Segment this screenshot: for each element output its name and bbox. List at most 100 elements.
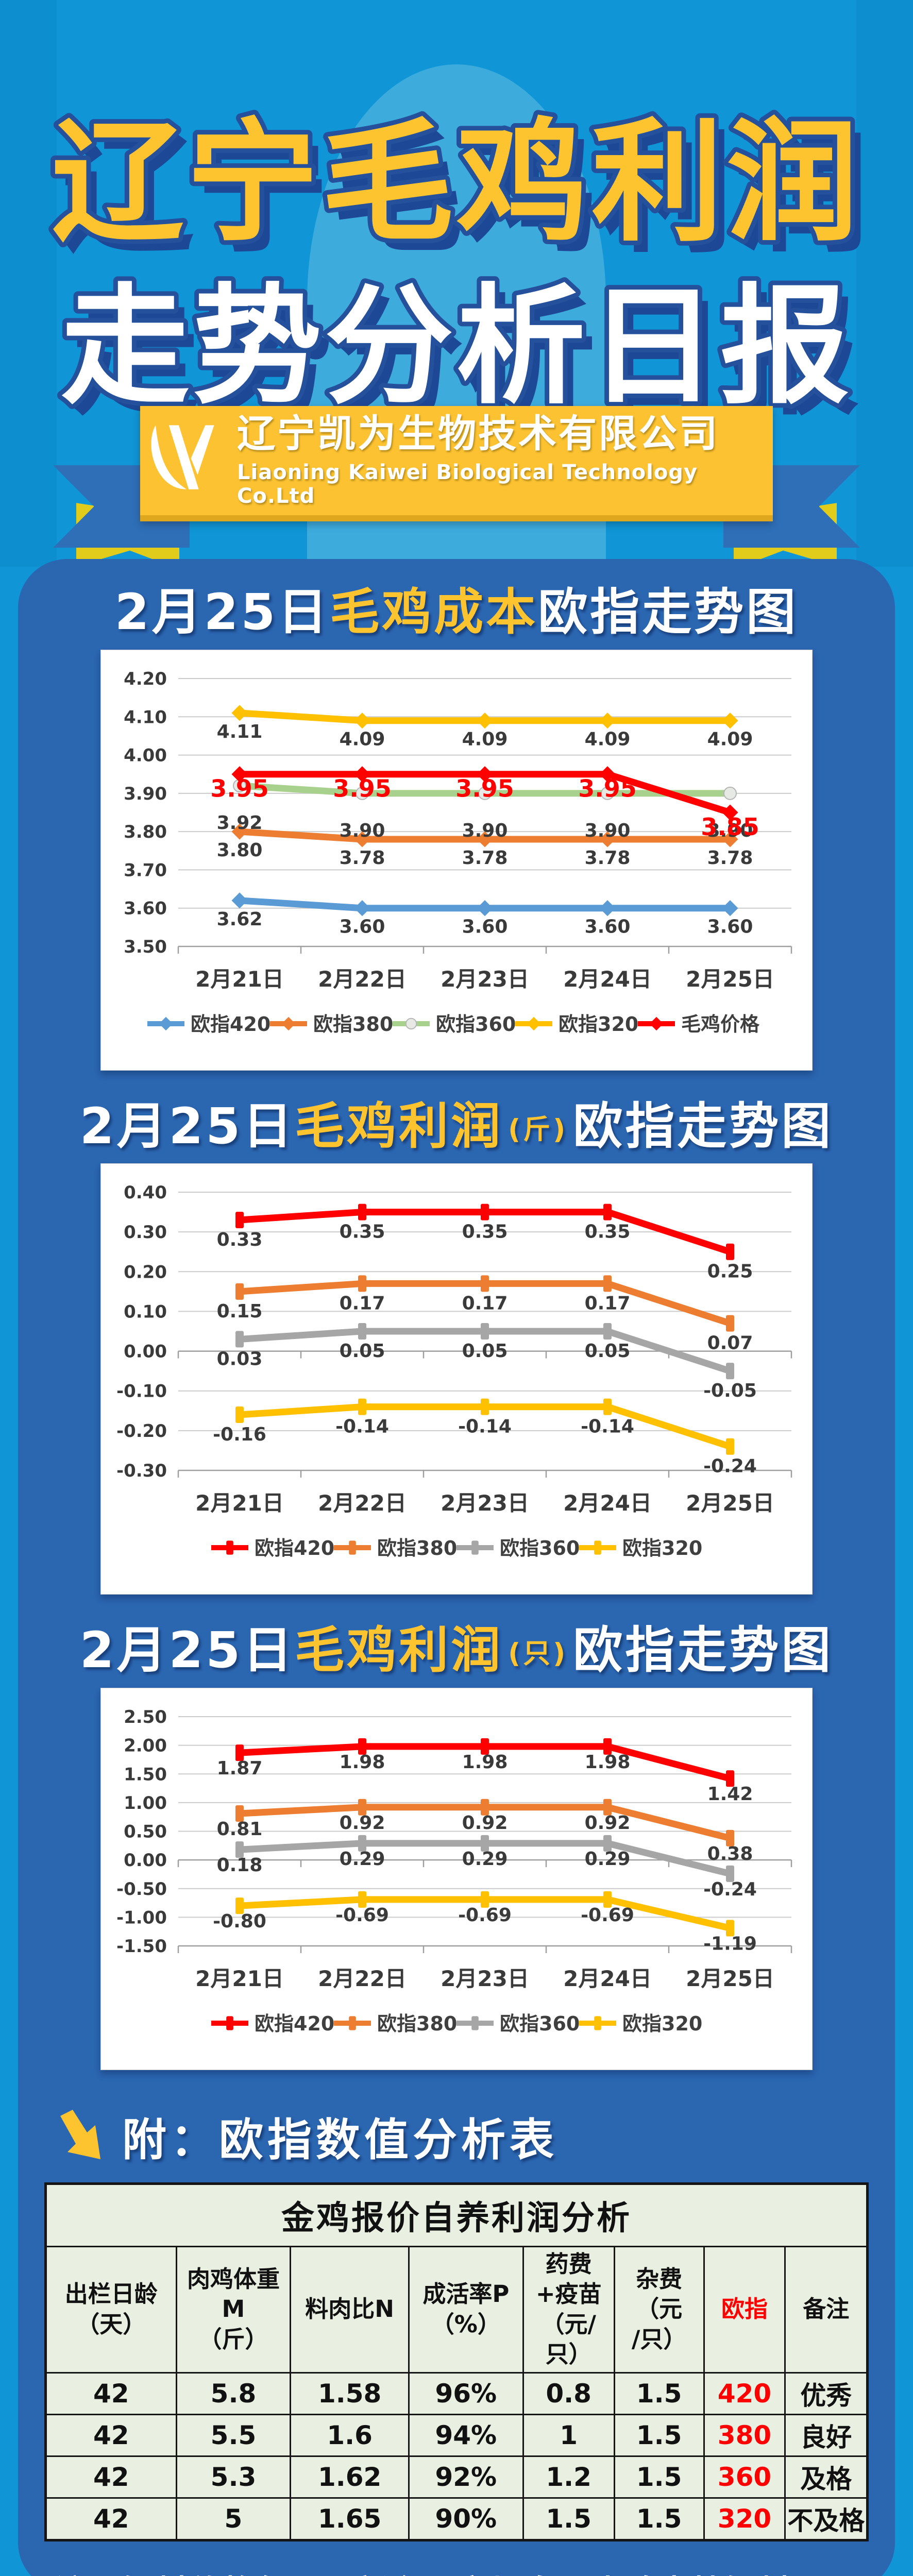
svg-text:-1.00: -1.00 (116, 1907, 167, 1928)
svg-text:-0.69: -0.69 (458, 1904, 512, 1925)
background-strip-right (856, 0, 913, 567)
table-cell: 1.2 (522, 2455, 615, 2499)
table-cell: 良好 (784, 2413, 868, 2457)
table-cell: 1.62 (290, 2455, 410, 2499)
svg-text:3.80: 3.80 (217, 840, 263, 861)
svg-text:欧指320: 欧指320 (622, 2012, 702, 2035)
svg-text:0.15: 0.15 (217, 1301, 263, 1322)
table-cell: 1.5 (613, 2413, 705, 2457)
svg-text:2月22日: 2月22日 (318, 1966, 407, 1991)
section-title-part: 欧指走势图 (538, 583, 799, 641)
table-cell: 1.5 (522, 2497, 615, 2541)
svg-text:0.05: 0.05 (585, 1341, 631, 1362)
column-header: 欧指 (703, 2245, 786, 2374)
table-cell: 96% (408, 2371, 524, 2415)
svg-text:1.00: 1.00 (124, 1792, 167, 1813)
svg-text:0.00: 0.00 (124, 1342, 167, 1362)
section-title-cost-chart: 2月25日毛鸡成本欧指走势图 (44, 559, 869, 640)
svg-text:4.09: 4.09 (340, 728, 385, 750)
svg-text:2.50: 2.50 (124, 1707, 167, 1727)
svg-text:-0.14: -0.14 (458, 1416, 512, 1437)
svg-text:欧指380: 欧指380 (377, 1537, 457, 1560)
svg-text:0.20: 0.20 (124, 1262, 167, 1282)
company-name-block: 辽宁凯为生物技术有限公司 Liaoning Kaiwei Biological … (237, 413, 773, 507)
svg-text:-0.14: -0.14 (335, 1416, 389, 1437)
svg-text:-0.14: -0.14 (581, 1416, 634, 1437)
svg-text:2月25日: 2月25日 (686, 1490, 774, 1516)
svg-text:0.33: 0.33 (217, 1229, 263, 1250)
table-cell: 1.5 (613, 2497, 705, 2541)
analysis-table: 金鸡报价自养利润分析 出栏日龄 （天） 肉鸡体重M （斤） 料肉比N 成活率P （%） 药费+疫… (44, 2182, 869, 2541)
svg-text:1.87: 1.87 (217, 1758, 263, 1779)
svg-text:1.98: 1.98 (585, 1751, 631, 1772)
svg-text:3.60: 3.60 (585, 916, 631, 937)
svg-text:欧指420: 欧指420 (255, 2012, 334, 2035)
section-title-part: (只) (508, 1638, 568, 1670)
svg-text:3.80: 3.80 (124, 822, 167, 842)
svg-text:2月21日: 2月21日 (195, 1966, 284, 1991)
svg-text:3.90: 3.90 (124, 783, 167, 804)
svg-text:-0.20: -0.20 (116, 1421, 167, 1442)
svg-text:-0.69: -0.69 (581, 1904, 634, 1925)
svg-text:0.18: 0.18 (217, 1855, 263, 1876)
svg-text:欧指380: 欧指380 (377, 2012, 457, 2035)
svg-text:4.11: 4.11 (217, 721, 263, 742)
table-cell: 5.3 (175, 2455, 292, 2499)
table-cell: 不及格 (784, 2497, 868, 2541)
svg-text:3.78: 3.78 (462, 848, 508, 869)
section-title-part: 欧指走势图 (573, 1621, 834, 1680)
svg-text:欧指320: 欧指320 (622, 1537, 702, 1560)
svg-text:2月23日: 2月23日 (441, 1966, 529, 1991)
svg-text:3.62: 3.62 (217, 908, 263, 929)
table-cell: 1.65 (290, 2497, 410, 2541)
svg-text:0.00: 0.00 (124, 1850, 167, 1871)
svg-text:欧指380: 欧指380 (313, 1013, 393, 1036)
table-cell: 90% (408, 2497, 524, 2541)
table-cell: 42 (45, 2497, 177, 2541)
table-cell: 1.5 (613, 2371, 705, 2415)
table-cell: 1.6 (290, 2413, 410, 2457)
svg-text:0.29: 0.29 (462, 1848, 508, 1869)
column-header: 料肉比N (290, 2245, 410, 2374)
svg-text:欧指360: 欧指360 (500, 1537, 580, 1560)
section-title-part: 毛鸡利润 (295, 1097, 503, 1155)
svg-text:欧指320: 欧指320 (559, 1013, 638, 1036)
svg-text:1.98: 1.98 (340, 1751, 385, 1772)
svg-text:0.30: 0.30 (124, 1222, 167, 1243)
table-row: 42 5.5 1.6 94% 1 1.5 380 良好 (45, 2413, 868, 2457)
svg-text:0.92: 0.92 (585, 1812, 631, 1833)
svg-text:0.35: 0.35 (462, 1222, 508, 1243)
table-title: 金鸡报价自养利润分析 (45, 2182, 868, 2247)
svg-text:4.09: 4.09 (707, 728, 753, 750)
table-row: 42 5 1.65 90% 1.5 1.5 320 不及格 (45, 2497, 868, 2541)
svg-text:0.29: 0.29 (585, 1848, 631, 1869)
table-cell: 42 (45, 2371, 177, 2415)
company-logo-icon (151, 425, 214, 489)
svg-text:3.85: 3.85 (701, 813, 759, 841)
attach-heading-row: 附：欧指数值分析表 (55, 2104, 869, 2168)
table-cell: 5 (175, 2497, 292, 2541)
header-line2: 走势分析日报 (61, 272, 852, 421)
svg-text:2月24日: 2月24日 (563, 1966, 652, 1991)
svg-text:0.17: 0.17 (340, 1293, 385, 1314)
svg-text:-0.24: -0.24 (703, 1878, 757, 1900)
column-header: 肉鸡体重M （斤） (175, 2245, 292, 2374)
profit-bird-line-chart: 2.50 2.00 1.50 1.00 0.50 0.00 -0.50 -1.00 -1.50 2… (116, 1707, 792, 2035)
svg-text:-0.10: -0.10 (116, 1381, 167, 1402)
svg-text:0.81: 0.81 (217, 1819, 263, 1840)
header-line1-shadow: 辽宁毛鸡利润 (62, 117, 872, 271)
svg-text:-0.24: -0.24 (703, 1456, 757, 1477)
svg-text:毛鸡价格: 毛鸡价格 (681, 1013, 760, 1036)
svg-text:-0.30: -0.30 (116, 1461, 167, 1481)
table-cell: 1.58 (290, 2371, 410, 2415)
svg-text:2月21日: 2月21日 (195, 967, 284, 992)
svg-text:欧指420: 欧指420 (255, 1537, 334, 1560)
svg-text:2月23日: 2月23日 (441, 967, 529, 992)
svg-text:0.07: 0.07 (707, 1333, 753, 1354)
table-cell: 0.8 (522, 2371, 615, 2415)
svg-text:-1.50: -1.50 (116, 1936, 167, 1957)
footnote: 注：饲料价格每周更新参照市场白羽肉鸡中档饲料 价格，雏价和毛鸡价参照金鸡报价沈阳… (55, 2568, 869, 2576)
column-header: 备注 (784, 2245, 868, 2374)
section-title-part: 欧指走势图 (573, 1097, 834, 1155)
svg-text:2月22日: 2月22日 (318, 1490, 407, 1516)
